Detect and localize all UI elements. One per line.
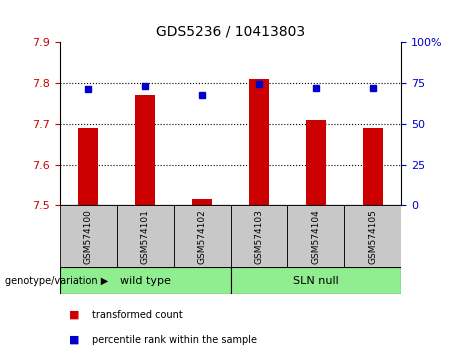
Text: SLN null: SLN null xyxy=(293,275,339,286)
Bar xyxy=(306,120,326,205)
Text: transformed count: transformed count xyxy=(92,310,183,320)
Bar xyxy=(60,267,230,294)
Text: GSM574101: GSM574101 xyxy=(141,209,150,264)
Bar xyxy=(192,199,212,205)
Bar xyxy=(174,205,230,267)
Title: GDS5236 / 10413803: GDS5236 / 10413803 xyxy=(156,24,305,39)
Text: GSM574102: GSM574102 xyxy=(198,209,207,264)
Bar xyxy=(230,267,401,294)
Text: ■: ■ xyxy=(69,335,80,345)
Bar xyxy=(117,205,174,267)
Text: ■: ■ xyxy=(69,310,80,320)
Text: GSM574100: GSM574100 xyxy=(84,209,93,264)
Bar xyxy=(344,205,401,267)
Bar xyxy=(60,205,117,267)
Bar xyxy=(230,205,287,267)
Text: GSM574104: GSM574104 xyxy=(311,209,320,264)
Text: wild type: wild type xyxy=(120,275,171,286)
Text: GSM574103: GSM574103 xyxy=(254,209,263,264)
Text: percentile rank within the sample: percentile rank within the sample xyxy=(92,335,257,345)
Text: GSM574105: GSM574105 xyxy=(368,209,377,264)
Text: genotype/variation ▶: genotype/variation ▶ xyxy=(5,275,108,286)
Bar xyxy=(249,79,269,205)
Bar xyxy=(287,205,344,267)
Bar xyxy=(135,96,155,205)
Bar xyxy=(78,128,98,205)
Bar xyxy=(363,128,383,205)
